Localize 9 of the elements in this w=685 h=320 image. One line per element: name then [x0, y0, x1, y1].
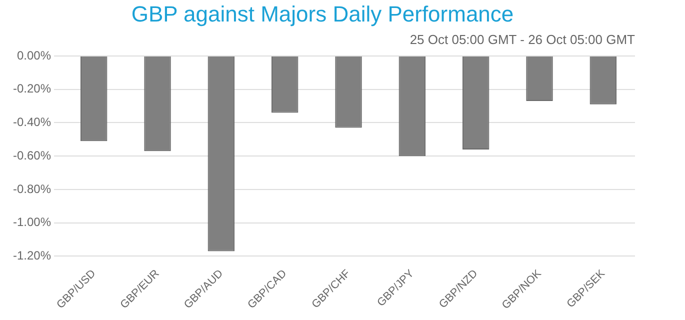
y-tick-label: -0.40%	[12, 115, 52, 130]
y-tick-label: -0.60%	[12, 148, 52, 162]
y-tick-label: 0.00%	[16, 48, 52, 62]
chart-title: GBP against Majors Daily Performance	[131, 1, 514, 26]
chart-subtitle: 25 Oct 05:00 GMT - 26 Oct 05:00 GMT	[410, 32, 636, 47]
y-tick-label: -1.00%	[12, 215, 52, 230]
y-tick-label: -0.20%	[12, 82, 52, 96]
y-tick-label: -1.20%	[12, 248, 52, 263]
y-tick-label: -0.80%	[12, 182, 52, 196]
